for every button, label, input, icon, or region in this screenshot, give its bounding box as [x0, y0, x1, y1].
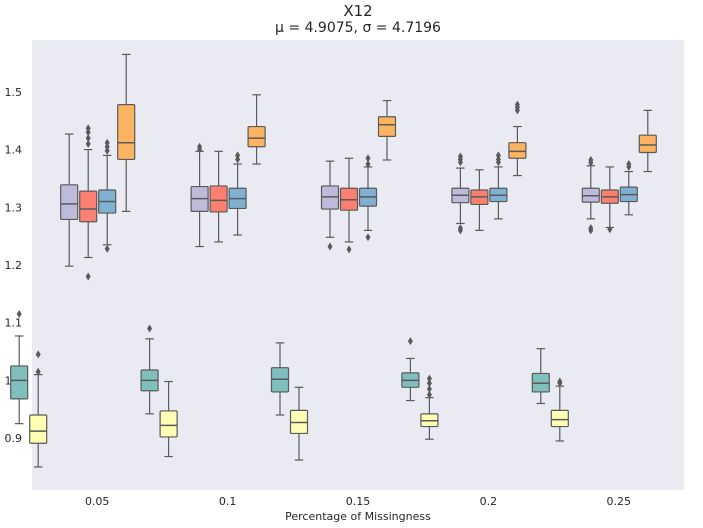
- box-flier: [588, 156, 594, 164]
- box-flier: [457, 152, 463, 161]
- box-flier: [35, 367, 41, 376]
- box-flier: [104, 138, 110, 147]
- box-flier: [426, 390, 432, 399]
- box-flier: [626, 160, 632, 169]
- x-tick-label: 0.2: [480, 495, 498, 508]
- box-flier: [147, 324, 153, 333]
- box-flier: [85, 128, 91, 137]
- box: [60, 184, 79, 221]
- box-flier: [327, 242, 333, 251]
- box-flier: [495, 155, 501, 164]
- x-tick-label: 0.05: [85, 495, 110, 508]
- x-tick-label: 0.1: [219, 495, 237, 508]
- box-flier: [457, 224, 463, 233]
- y-tick-label: 1.5: [5, 86, 23, 99]
- box: [550, 409, 569, 428]
- chart-subtitle: μ = 4.9075, σ = 4.7196: [275, 20, 441, 36]
- box-flier: [365, 160, 371, 169]
- box-flier: [104, 146, 110, 155]
- box-flier: [16, 310, 22, 319]
- box-flier: [235, 151, 241, 160]
- box-flier: [365, 154, 371, 163]
- box-flier: [514, 100, 520, 109]
- box-flier: [85, 134, 91, 143]
- box-flier: [197, 142, 203, 151]
- x-tick-label: 0.15: [346, 495, 371, 508]
- box-flier: [104, 244, 110, 253]
- box-flier: [607, 225, 613, 234]
- x-axis-label: Percentage of Missingness: [285, 510, 431, 523]
- box-flier: [346, 245, 352, 254]
- box-flier: [85, 139, 91, 148]
- box-flier: [35, 350, 41, 359]
- y-tick-label: 1.1: [5, 317, 23, 330]
- box-flier: [557, 377, 563, 386]
- box-flier: [85, 124, 91, 133]
- box: [247, 125, 266, 148]
- box: [508, 142, 527, 159]
- box-flier: [426, 374, 432, 383]
- plot-background: [32, 40, 684, 490]
- box: [159, 410, 178, 438]
- box: [638, 134, 657, 154]
- box: [377, 116, 397, 137]
- box-flier: [235, 155, 241, 164]
- x-tick-label: 0.25: [607, 495, 632, 508]
- box-flier: [426, 379, 432, 388]
- y-tick-label: 1.2: [5, 259, 23, 272]
- y-tick-label: 1.4: [5, 144, 23, 157]
- box: [117, 104, 136, 161]
- y-tick-label: 1.3: [5, 201, 23, 214]
- box: [79, 190, 98, 223]
- box: [29, 414, 48, 444]
- chart-title: X12: [343, 2, 373, 20]
- box-flier: [495, 151, 501, 160]
- box-flier: [85, 272, 91, 281]
- box-flier: [426, 385, 432, 394]
- box-flier: [365, 233, 371, 242]
- box: [209, 185, 228, 213]
- box-flier: [588, 224, 594, 233]
- y-tick-label: 0.9: [5, 432, 23, 445]
- box-flier: [407, 337, 413, 346]
- box-flier: [104, 142, 110, 151]
- box: [10, 365, 29, 400]
